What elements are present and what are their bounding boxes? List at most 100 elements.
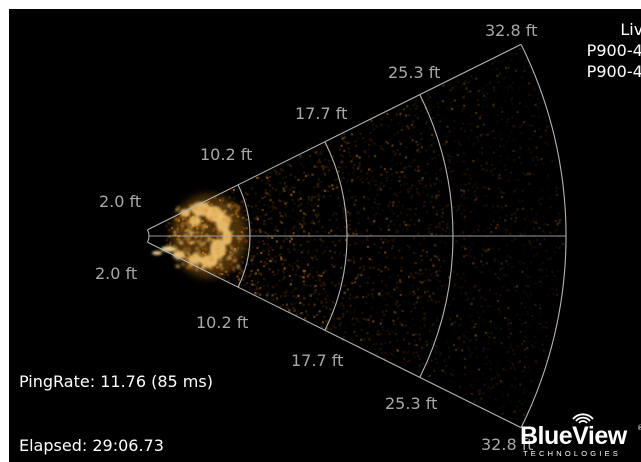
echo-speck xyxy=(305,240,308,244)
echo-speck xyxy=(300,162,303,165)
echo-speck xyxy=(284,214,288,217)
echo-speck xyxy=(376,193,379,196)
echo-speck xyxy=(461,232,465,235)
echo-speck xyxy=(268,269,271,272)
echo-speck xyxy=(413,276,416,279)
echo-speck xyxy=(259,272,262,275)
echo-speck xyxy=(542,326,545,329)
echo-speck xyxy=(501,191,504,194)
echo-speck xyxy=(304,317,307,320)
echo-speck xyxy=(447,226,450,229)
echo-speck xyxy=(457,347,460,350)
echo-speck xyxy=(449,373,452,376)
echo-speck xyxy=(533,221,536,224)
echo-speck xyxy=(519,232,522,235)
echo-speck xyxy=(445,205,448,208)
echo-speck xyxy=(525,224,529,227)
echo-speck xyxy=(373,243,376,246)
echo-speck xyxy=(514,187,517,190)
echo-speck xyxy=(315,258,318,261)
echo-speck xyxy=(385,180,388,183)
echo-speck xyxy=(434,226,438,229)
sonar-view[interactable]: 2.0 ft 10.2 ft 17.7 ft 25.3 ft 32.8 ft 2… xyxy=(9,9,641,462)
echo-speck xyxy=(506,124,509,127)
echo-speck xyxy=(414,271,417,274)
echo-speck xyxy=(523,230,526,233)
echo-speck xyxy=(444,309,447,312)
echo-speck xyxy=(463,192,466,195)
echo-speck xyxy=(340,180,343,183)
echo-speck xyxy=(499,190,503,193)
echo-speck xyxy=(421,177,424,180)
echo-speck xyxy=(564,245,567,248)
echo-speck xyxy=(167,222,170,225)
echo-speck xyxy=(450,323,453,326)
echo-speck xyxy=(250,228,253,231)
echo-speck xyxy=(266,192,269,195)
echo-speck xyxy=(477,379,480,382)
echo-speck xyxy=(510,97,513,101)
echo-speck xyxy=(436,316,439,319)
echo-speck xyxy=(293,244,296,247)
echo-speck xyxy=(338,282,341,285)
echo-speck xyxy=(507,328,510,331)
echo-speck xyxy=(385,240,389,243)
echo-speck xyxy=(363,281,366,284)
echo-speck xyxy=(278,279,281,282)
echo-speck xyxy=(315,215,318,218)
echo-speck xyxy=(311,219,314,222)
echo-speck xyxy=(545,275,548,278)
echo-speck xyxy=(241,261,244,264)
echo-speck xyxy=(360,338,363,341)
echo-speck xyxy=(358,211,361,214)
echo-speck xyxy=(429,273,433,276)
echo-speck xyxy=(395,219,398,222)
echo-speck xyxy=(259,273,262,276)
echo-speck xyxy=(244,198,247,201)
echo-speck xyxy=(547,293,550,296)
echo-speck xyxy=(370,306,373,309)
echo-speck xyxy=(541,261,544,264)
echo-speck xyxy=(399,280,402,284)
echo-speck xyxy=(165,243,168,246)
echo-speck xyxy=(387,292,390,295)
echo-speck xyxy=(339,237,342,241)
echo-speck xyxy=(544,207,547,210)
echo-speck xyxy=(480,296,483,299)
echo-speck xyxy=(449,317,452,320)
echo-speck xyxy=(414,220,417,223)
echo-speck xyxy=(367,318,370,321)
echo-speck xyxy=(408,350,411,353)
echo-speck xyxy=(391,330,394,333)
echo-speck xyxy=(449,222,452,225)
echo-speck xyxy=(431,133,434,136)
echo-speck xyxy=(418,337,422,340)
echo-speck xyxy=(251,258,254,261)
echo-speck xyxy=(241,270,244,274)
echo-speck xyxy=(528,323,531,327)
echo-speck xyxy=(254,217,257,220)
echo-speck xyxy=(506,393,510,396)
echo-speck xyxy=(476,311,479,314)
echo-speck xyxy=(519,147,522,150)
echo-speck xyxy=(469,90,472,93)
echo-speck xyxy=(311,150,314,153)
echo-speck xyxy=(539,102,542,105)
echo-speck xyxy=(332,325,335,328)
echo-speck xyxy=(231,201,234,204)
echo-speck xyxy=(521,123,524,126)
echo-speck xyxy=(382,148,385,151)
echo-speck xyxy=(279,220,282,223)
echo-speck xyxy=(269,185,272,188)
echo-speck xyxy=(482,392,485,395)
echo-speck xyxy=(514,237,517,240)
echo-speck xyxy=(415,301,419,304)
echo-speck xyxy=(391,204,395,207)
echo-speck xyxy=(292,306,295,310)
echo-speck xyxy=(447,166,450,169)
echo-speck xyxy=(515,53,518,56)
echo-speck xyxy=(545,274,548,277)
range-label-lower-32ft: 32.8 ft xyxy=(481,435,534,454)
echo-speck xyxy=(169,221,172,224)
echo-speck xyxy=(369,220,372,224)
